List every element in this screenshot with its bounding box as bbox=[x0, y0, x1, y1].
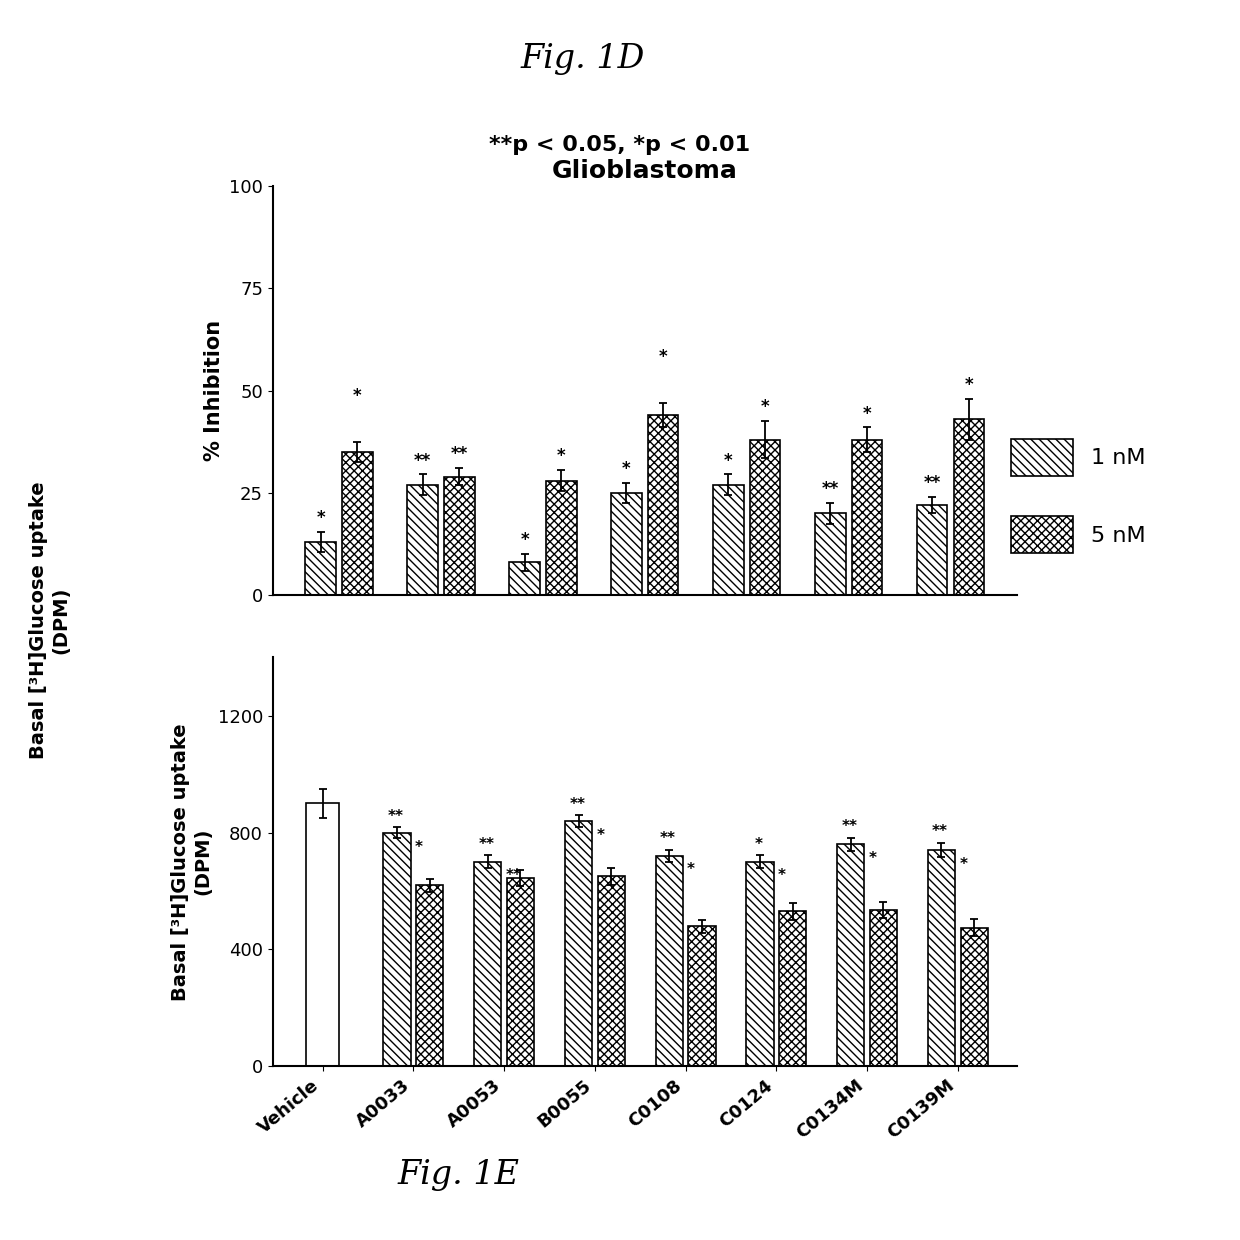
Text: **: ** bbox=[414, 451, 432, 470]
Bar bbox=[928, 851, 955, 1066]
Bar bbox=[611, 492, 642, 595]
Bar bbox=[507, 878, 534, 1066]
Legend: 1 nM, 5 nM: 1 nM, 5 nM bbox=[1002, 430, 1154, 562]
Bar bbox=[383, 832, 410, 1066]
Text: **: ** bbox=[479, 837, 495, 852]
Text: Basal [³H]Glucose uptake
(DPM): Basal [³H]Glucose uptake (DPM) bbox=[29, 481, 71, 759]
Y-axis label: Basal [³H]Glucose uptake
(DPM): Basal [³H]Glucose uptake (DPM) bbox=[171, 723, 212, 1001]
Bar bbox=[750, 440, 780, 595]
Bar bbox=[565, 821, 593, 1066]
Bar bbox=[837, 844, 864, 1066]
Bar bbox=[869, 910, 897, 1066]
Bar bbox=[474, 862, 501, 1066]
Text: **: ** bbox=[388, 808, 404, 823]
Bar bbox=[954, 419, 985, 595]
Y-axis label: % Inhibition: % Inhibition bbox=[203, 320, 223, 461]
Text: **: ** bbox=[924, 474, 941, 492]
Text: *: * bbox=[316, 508, 325, 527]
Bar bbox=[961, 928, 988, 1066]
Text: *: * bbox=[521, 532, 528, 549]
Bar bbox=[306, 804, 339, 1066]
Text: **: ** bbox=[450, 445, 467, 464]
Bar bbox=[444, 476, 475, 595]
Text: *: * bbox=[755, 837, 763, 852]
Bar bbox=[779, 911, 806, 1066]
Text: **: ** bbox=[569, 796, 585, 811]
Text: **: ** bbox=[506, 868, 522, 883]
Bar bbox=[688, 926, 715, 1066]
Text: *: * bbox=[724, 451, 733, 470]
Text: *: * bbox=[415, 839, 423, 854]
Bar bbox=[417, 885, 444, 1066]
Text: *: * bbox=[622, 460, 631, 477]
Text: Fig. 1E: Fig. 1E bbox=[398, 1159, 520, 1192]
Text: *: * bbox=[965, 376, 973, 394]
Text: *: * bbox=[353, 387, 362, 405]
Text: **: ** bbox=[660, 831, 676, 846]
Bar bbox=[815, 513, 846, 595]
Bar bbox=[916, 505, 947, 595]
Text: *: * bbox=[557, 448, 565, 465]
Bar bbox=[407, 485, 438, 595]
Text: *: * bbox=[596, 828, 604, 843]
Text: **: ** bbox=[932, 825, 949, 839]
Text: *: * bbox=[868, 851, 877, 866]
Text: *: * bbox=[863, 404, 872, 423]
Bar bbox=[713, 485, 744, 595]
Text: *: * bbox=[658, 348, 667, 366]
Bar bbox=[510, 563, 539, 595]
Text: **: ** bbox=[822, 480, 839, 498]
Text: Fig. 1D: Fig. 1D bbox=[521, 43, 645, 76]
Bar bbox=[656, 856, 683, 1066]
Bar bbox=[342, 451, 373, 595]
Text: **: ** bbox=[842, 820, 857, 835]
Text: **p < 0.05, *p < 0.01: **p < 0.05, *p < 0.01 bbox=[490, 135, 750, 155]
Text: *: * bbox=[777, 868, 786, 883]
Text: *: * bbox=[687, 862, 694, 877]
Bar bbox=[746, 862, 774, 1066]
Text: *: * bbox=[761, 398, 769, 417]
Bar bbox=[546, 481, 577, 595]
Bar bbox=[598, 877, 625, 1066]
Bar bbox=[305, 542, 336, 595]
Title: Glioblastoma: Glioblastoma bbox=[552, 159, 738, 182]
Text: *: * bbox=[960, 857, 967, 872]
Bar bbox=[852, 440, 883, 595]
Bar bbox=[647, 415, 678, 595]
